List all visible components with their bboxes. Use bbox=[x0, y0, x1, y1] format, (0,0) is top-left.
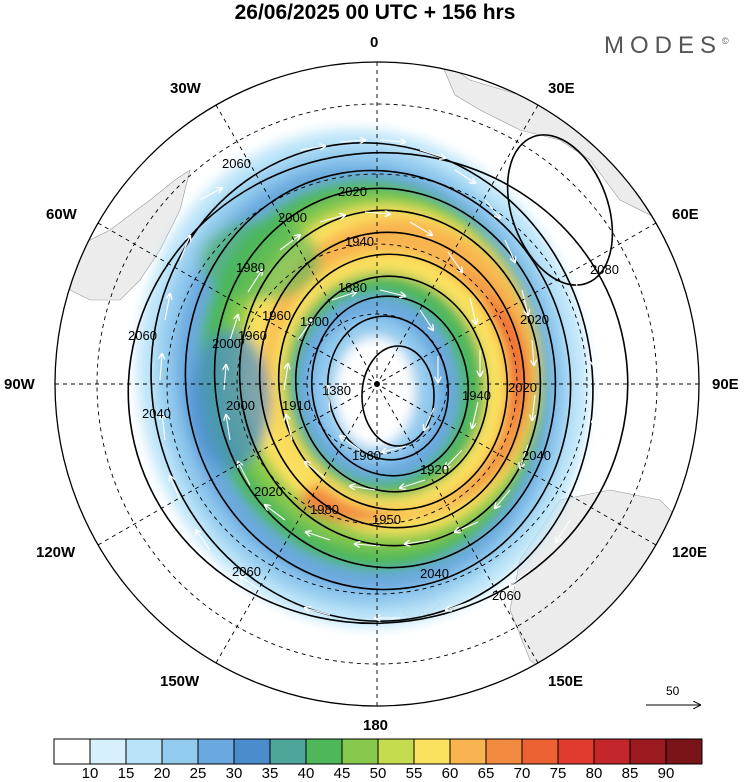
contour-label: 2020 bbox=[508, 380, 537, 395]
lon-label-90e: 90E bbox=[712, 376, 739, 393]
land-south-america bbox=[69, 169, 191, 301]
contour-label: 2040 bbox=[522, 448, 551, 463]
colorbar-box bbox=[197, 738, 235, 765]
colorbar-label: 30 bbox=[225, 765, 243, 782]
pole-marker bbox=[374, 381, 380, 387]
contour-label: 2060 bbox=[492, 588, 521, 603]
contour-label: 1940 bbox=[462, 388, 491, 403]
modes-logo: MODES© bbox=[604, 32, 729, 60]
contour-label: 2020 bbox=[338, 184, 367, 199]
contour-label: 2000 bbox=[278, 210, 307, 225]
colorbar-label: 15 bbox=[117, 765, 135, 782]
logo-text: MODES bbox=[604, 32, 723, 59]
colorbar-box bbox=[269, 738, 307, 765]
colorbar bbox=[53, 738, 703, 765]
contour-label: 2040 bbox=[420, 566, 449, 581]
contour-label: 1380 bbox=[322, 383, 351, 398]
map-boundary bbox=[54, 61, 700, 707]
contour-label: 2060 bbox=[128, 328, 157, 343]
contour-label: 1920 bbox=[420, 462, 449, 477]
contour-label: 1980 bbox=[236, 260, 265, 275]
contour-label: 1980 bbox=[310, 502, 339, 517]
contour-label: 1940 bbox=[345, 234, 374, 249]
lon-label-60w: 60W bbox=[46, 206, 77, 223]
colorbar-box bbox=[521, 738, 559, 765]
map-title: 26/06/2025 00 UTC + 156 hrs bbox=[234, 1, 516, 24]
contour-label: 1960 bbox=[238, 328, 267, 343]
colorbar-label: 25 bbox=[189, 765, 207, 782]
colorbar-box bbox=[665, 738, 703, 765]
lon-label-120e: 120E bbox=[672, 544, 708, 561]
colorbar-label: 10 bbox=[81, 765, 99, 782]
colorbar-box bbox=[305, 738, 343, 765]
colorbar-box bbox=[593, 738, 631, 765]
lon-label-30e: 30E bbox=[548, 80, 575, 97]
colorbar-box bbox=[413, 738, 451, 765]
colorbar-label: 65 bbox=[477, 765, 495, 782]
colorbar-box bbox=[89, 738, 127, 765]
colorbar-box bbox=[341, 738, 379, 765]
colorbar-label: 40 bbox=[297, 765, 315, 782]
colorbar-label: 45 bbox=[333, 765, 351, 782]
contour-label: 1900 bbox=[300, 314, 329, 329]
colorbar-label: 20 bbox=[153, 765, 171, 782]
colorbar-label: 35 bbox=[261, 765, 279, 782]
colorbar-box bbox=[377, 738, 415, 765]
contour-label: 2020 bbox=[520, 312, 549, 327]
colorbar-label: 90 bbox=[657, 765, 675, 782]
lon-label-120w: 120W bbox=[36, 544, 76, 561]
copyright-mark: © bbox=[722, 36, 729, 46]
contour-label: 2020 bbox=[254, 484, 283, 499]
contour-label: 1880 bbox=[338, 280, 367, 295]
contour-label: 2060 bbox=[232, 564, 261, 579]
contour-label-group: 2060 2020 2000 1940 1980 1880 1900 2000 … bbox=[128, 156, 619, 603]
lon-label-180: 180 bbox=[363, 717, 389, 734]
lon-label-150w: 150W bbox=[160, 673, 200, 690]
contour-label: 1910 bbox=[282, 398, 311, 413]
colorbar-box bbox=[449, 738, 487, 765]
colorbar-label: 80 bbox=[585, 765, 603, 782]
contour-label: 1950 bbox=[372, 512, 401, 527]
lon-label-60e: 60E bbox=[672, 206, 699, 223]
colorbar-box bbox=[557, 738, 595, 765]
lon-label-150e: 150E bbox=[548, 673, 584, 690]
colorbar-box bbox=[485, 738, 523, 765]
contour-label: 1960 bbox=[262, 308, 291, 323]
colorbar-box bbox=[53, 738, 91, 765]
colorbar-label: 70 bbox=[513, 765, 531, 782]
contour-label: 1960 bbox=[352, 448, 381, 463]
lon-label-90w: 90W bbox=[4, 376, 35, 393]
contour-label: 2080 bbox=[590, 262, 619, 277]
wind-vectors bbox=[160, 140, 595, 618]
contour-label: 2000 bbox=[212, 336, 241, 351]
colorbar-box bbox=[161, 738, 199, 765]
colorbar-box bbox=[629, 738, 667, 765]
contour-label: 2000 bbox=[226, 398, 255, 413]
colorbar-label: 55 bbox=[405, 765, 423, 782]
contour-label: 2060 bbox=[222, 156, 251, 171]
colorbar-label: 60 bbox=[441, 765, 459, 782]
colorbar-label: 50 bbox=[369, 765, 387, 782]
colorbar-box bbox=[125, 738, 163, 765]
lon-label-0: 0 bbox=[370, 34, 379, 51]
colorbar-label: 75 bbox=[549, 765, 567, 782]
contour-label: 2040 bbox=[142, 406, 171, 421]
colorbar-box bbox=[233, 738, 271, 765]
lon-label-30w: 30W bbox=[170, 80, 201, 97]
reference-vector-label: 50 bbox=[666, 684, 680, 698]
colorbar-label: 85 bbox=[621, 765, 639, 782]
